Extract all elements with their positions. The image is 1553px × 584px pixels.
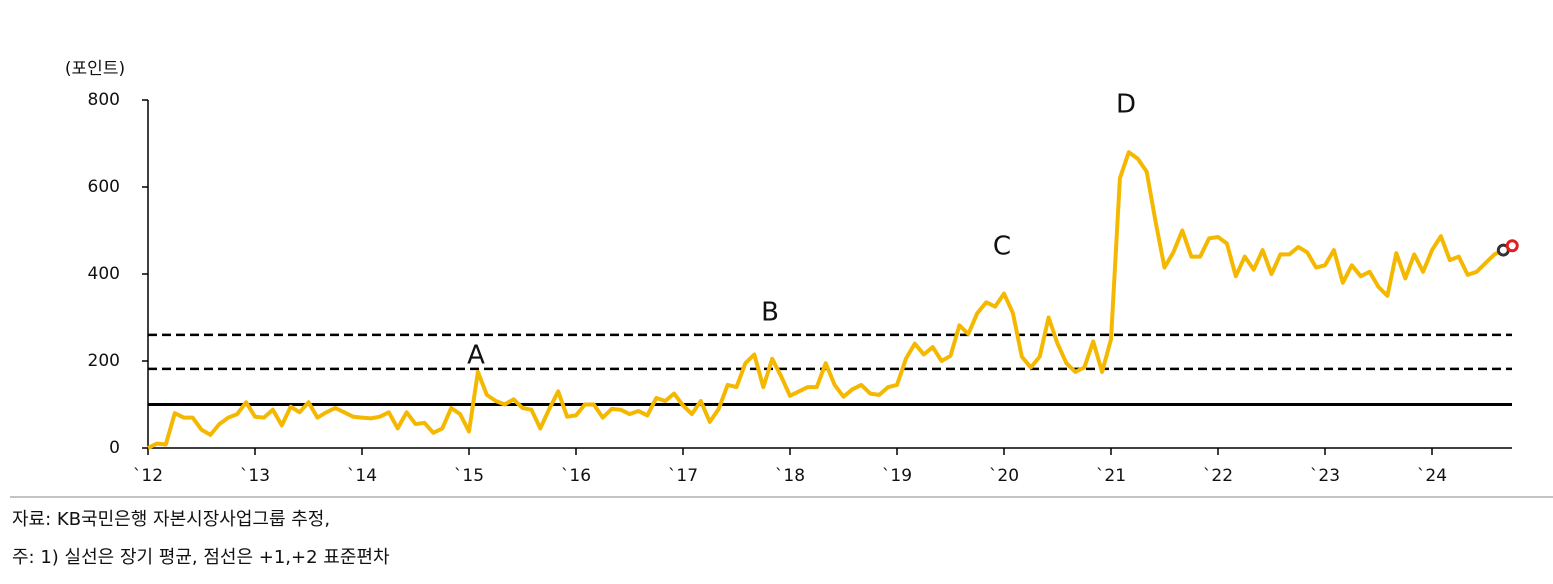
y-tick-label: 600 [88,177,120,197]
x-tick-label: `21 [1096,466,1126,486]
x-tick-label: `23 [1310,466,1340,486]
x-tick-label: `19 [882,466,912,486]
y-tick-label: 0 [109,438,120,458]
annotation: A [467,341,485,371]
y-axis-label: (포인트) [65,59,125,79]
annotation: C [993,232,1011,262]
x-tick-label: `17 [668,466,698,486]
x-tick-label: `14 [347,466,377,486]
footnote: 주: 1) 실선은 장기 평균, 점선은 +1,+2 표준편차 [12,547,390,568]
point-marker [1505,239,1519,253]
annotation: B [761,298,779,328]
data-line [147,150,1505,450]
x-tick-label: `20 [989,466,1019,486]
x-tick-label: `15 [454,466,484,486]
y-tick-label: 200 [88,351,120,371]
y-tick-label: 400 [88,264,120,284]
x-tick-label: `12 [133,466,163,486]
annotation: D [1116,90,1136,120]
x-tick-label: `18 [775,466,805,486]
source-note: 자료: KB국민은행 자본시장사업그룹 추정, [12,509,330,530]
x-tick-label: `24 [1417,466,1447,486]
y-tick-label: 800 [88,90,120,110]
x-tick-label: `22 [1203,466,1233,486]
x-tick-label: `13 [240,466,270,486]
x-tick-label: `16 [561,466,591,486]
